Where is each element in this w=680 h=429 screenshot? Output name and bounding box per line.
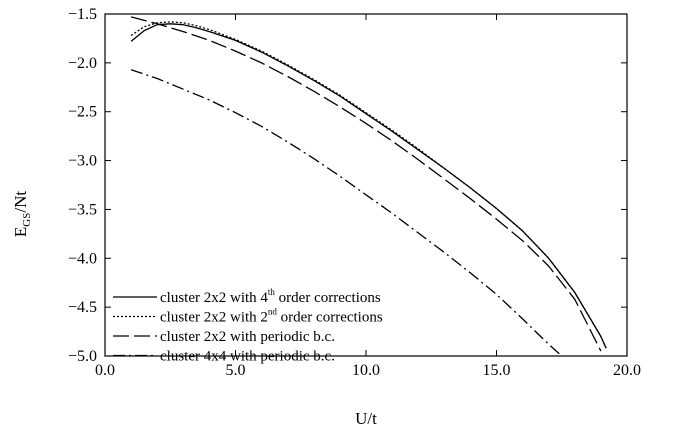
y-tick-label: −2.5 [68, 104, 97, 121]
legend-text-main: cluster 4x4 with periodic b.c. [160, 349, 335, 365]
legend-text-main: cluster 2x2 with 2 [160, 310, 268, 326]
legend-text-main: cluster 2x2 with 4 [160, 290, 268, 306]
y-tick-label: −1.5 [68, 6, 97, 23]
legend-entry-dashdot: cluster 4x4 with periodic b.c. [160, 349, 335, 365]
y-axis-label: EGS/Nt [11, 191, 33, 237]
legend: cluster 2x2 with 4th order correctionscl… [113, 287, 383, 365]
y-tick-label: −4.0 [68, 250, 97, 267]
y-tick-label: −5.0 [68, 348, 97, 365]
y-tick-label: −4.5 [68, 299, 97, 316]
curves [130, 16, 607, 356]
y-tick-label: −3.5 [68, 201, 97, 218]
legend-text-main: cluster 2x2 with periodic b.c. [160, 329, 335, 345]
x-tick-label: 20.0 [613, 362, 641, 379]
axis-labels: U/t EGS/Nt [11, 191, 377, 428]
x-tick-label: 10.0 [352, 362, 380, 379]
series-line-dashed [130, 16, 602, 352]
series-line-dashdot [130, 69, 563, 356]
legend-text-suffix: order corrections [275, 290, 381, 306]
legend-entry-dashed: cluster 2x2 with periodic b.c. [160, 329, 335, 345]
axis-ticks [104, 13, 628, 357]
x-tick-label: 5.0 [226, 362, 246, 379]
legend-text-superscript: th [268, 287, 276, 297]
tick-labels: 0.0 5.0 10.0 15.0 20.0 −1.5 −2.0 −2.5 −3.0 −3.5 −4… [68, 6, 641, 379]
legend-entry-dotted: cluster 2x2 with 2nd order corrections [160, 307, 383, 326]
legend-text-suffix: order corrections [277, 310, 383, 326]
x-tick-label: 15.0 [483, 362, 511, 379]
x-tick-label: 0.0 [95, 362, 115, 379]
x-axis-label: U/t [355, 409, 377, 428]
y-tick-label: −2.0 [68, 55, 97, 72]
y-tick-label: −3.0 [68, 153, 97, 170]
series-line-dotted [130, 21, 607, 349]
legend-entry-solid: cluster 2x2 with 4th order corrections [160, 287, 381, 306]
legend-text-superscript: nd [268, 307, 278, 317]
